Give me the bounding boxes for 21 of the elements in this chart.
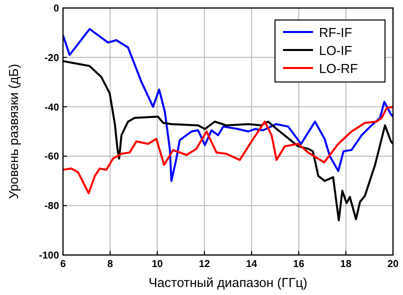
y-tick-label: -20 [44, 52, 60, 64]
y-tick-label: -40 [44, 102, 60, 114]
legend-label: LO-RF [319, 61, 358, 76]
y-axis-title: Уровень развязки (дБ) [6, 64, 21, 200]
line-series [63, 106, 393, 194]
x-tick-label: 16 [293, 259, 305, 270]
x-tick-label: 10 [152, 259, 164, 270]
legend-label: RF-IF [319, 25, 352, 40]
x-axis-title: Частотный диапазон (ГГц) [148, 275, 308, 290]
y-tick-label: -80 [44, 201, 60, 212]
y-tick-label: -60 [44, 152, 60, 163]
x-tick-label: 6 [60, 259, 66, 270]
x-tick-label: 8 [107, 259, 114, 270]
line-series [63, 28, 393, 182]
x-tick-label: 18 [340, 259, 352, 270]
x-tick-label: 20 [387, 259, 399, 270]
y-tick-label: 0 [53, 4, 60, 14]
x-tick-label: 14 [246, 259, 258, 270]
y-tick-label: -100 [38, 250, 60, 262]
legend-label: LO-IF [319, 43, 352, 58]
x-tick-label: 12 [198, 259, 210, 270]
